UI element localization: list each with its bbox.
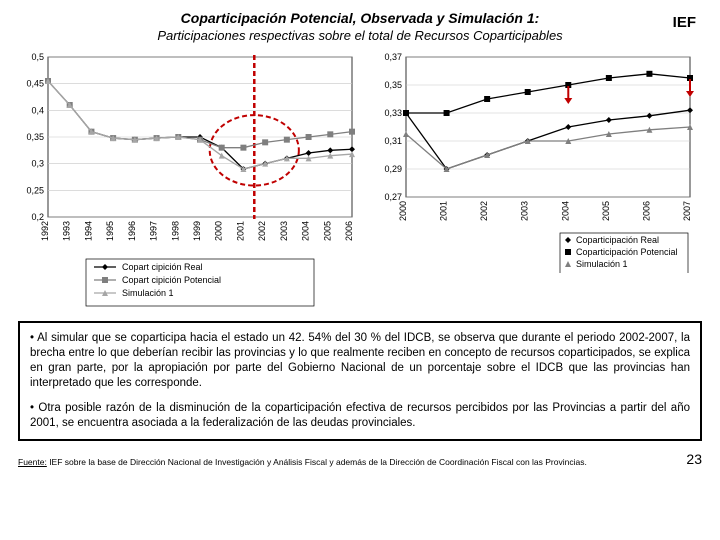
- svg-text:1999: 1999: [192, 221, 202, 241]
- svg-text:0,37: 0,37: [384, 52, 402, 62]
- note-2: • Otra posible razón de la disminución d…: [30, 401, 690, 431]
- svg-text:1997: 1997: [149, 221, 159, 241]
- svg-text:0,31: 0,31: [384, 136, 402, 146]
- svg-text:2005: 2005: [322, 221, 332, 241]
- svg-text:0,27: 0,27: [384, 192, 402, 202]
- svg-text:2004: 2004: [560, 201, 570, 221]
- svg-text:2001: 2001: [439, 201, 449, 221]
- charts-row: 0,2 0,25 0,3 0,35 0,4 0,45 0,5 1992 1993 1994 1995…: [18, 51, 702, 311]
- note-1: • Al simular que se coparticipa hacia el…: [30, 331, 690, 391]
- main-title: Coparticipación Potencial, Observada y S…: [18, 10, 702, 26]
- svg-text:2000: 2000: [398, 201, 408, 221]
- brand-label: IEF: [673, 14, 696, 31]
- svg-text:2003: 2003: [279, 221, 289, 241]
- svg-text:0,2: 0,2: [31, 212, 44, 222]
- svg-text:1992: 1992: [40, 221, 50, 241]
- svg-text:2006: 2006: [344, 221, 354, 241]
- svg-text:2001: 2001: [235, 221, 245, 241]
- svg-text:1993: 1993: [62, 221, 72, 241]
- svg-text:2002: 2002: [257, 221, 267, 241]
- svg-text:0,4: 0,4: [31, 105, 44, 115]
- svg-text:2005: 2005: [601, 201, 611, 221]
- svg-text:1996: 1996: [127, 221, 137, 241]
- svg-text:0,33: 0,33: [384, 108, 402, 118]
- svg-text:Copart cipición Real: Copart cipición Real: [122, 262, 203, 272]
- source-label: Fuente:: [18, 457, 47, 467]
- svg-text:Simulación 1: Simulación 1: [122, 288, 174, 298]
- header: Coparticipación Potencial, Observada y S…: [18, 10, 702, 43]
- svg-text:Coparticipación Real: Coparticipación Real: [576, 235, 659, 245]
- chart-right: 0,27 0,29 0,31 0,33 0,35 0,37 2000 2001 2002 2003…: [376, 51, 696, 311]
- svg-text:2006: 2006: [641, 201, 651, 221]
- svg-text:Coparticipación Potencial: Coparticipación Potencial: [576, 247, 678, 257]
- source-body: IEF sobre la base de Dirección Nacional …: [47, 457, 587, 467]
- svg-text:1995: 1995: [105, 221, 115, 241]
- page-number: 23: [686, 451, 702, 467]
- subtitle: Participaciones respectivas sobre el tot…: [18, 28, 702, 43]
- svg-text:2003: 2003: [520, 201, 530, 221]
- svg-text:1998: 1998: [170, 221, 180, 241]
- svg-text:0,45: 0,45: [26, 79, 44, 89]
- svg-text:2002: 2002: [479, 201, 489, 221]
- svg-text:0,5: 0,5: [31, 52, 44, 62]
- svg-text:1994: 1994: [83, 221, 93, 241]
- svg-text:0,35: 0,35: [384, 80, 402, 90]
- svg-text:Copart cipición Potencial: Copart cipición Potencial: [122, 275, 221, 285]
- svg-text:0,3: 0,3: [31, 159, 44, 169]
- source-text: Fuente: IEF sobre la base de Dirección N…: [18, 457, 587, 467]
- svg-text:0,35: 0,35: [26, 132, 44, 142]
- svg-text:2004: 2004: [301, 221, 311, 241]
- chart-left: 0,2 0,25 0,3 0,35 0,4 0,45 0,5 1992 1993 1994 1995…: [18, 51, 358, 311]
- svg-text:2000: 2000: [214, 221, 224, 241]
- notes-box: • Al simular que se coparticipa hacia el…: [18, 321, 702, 441]
- svg-text:2007: 2007: [682, 201, 692, 221]
- svg-text:Simulación 1: Simulación 1: [576, 259, 628, 269]
- svg-text:0,29: 0,29: [384, 164, 402, 174]
- footer: Fuente: IEF sobre la base de Dirección N…: [18, 451, 702, 467]
- svg-text:0,25: 0,25: [26, 185, 44, 195]
